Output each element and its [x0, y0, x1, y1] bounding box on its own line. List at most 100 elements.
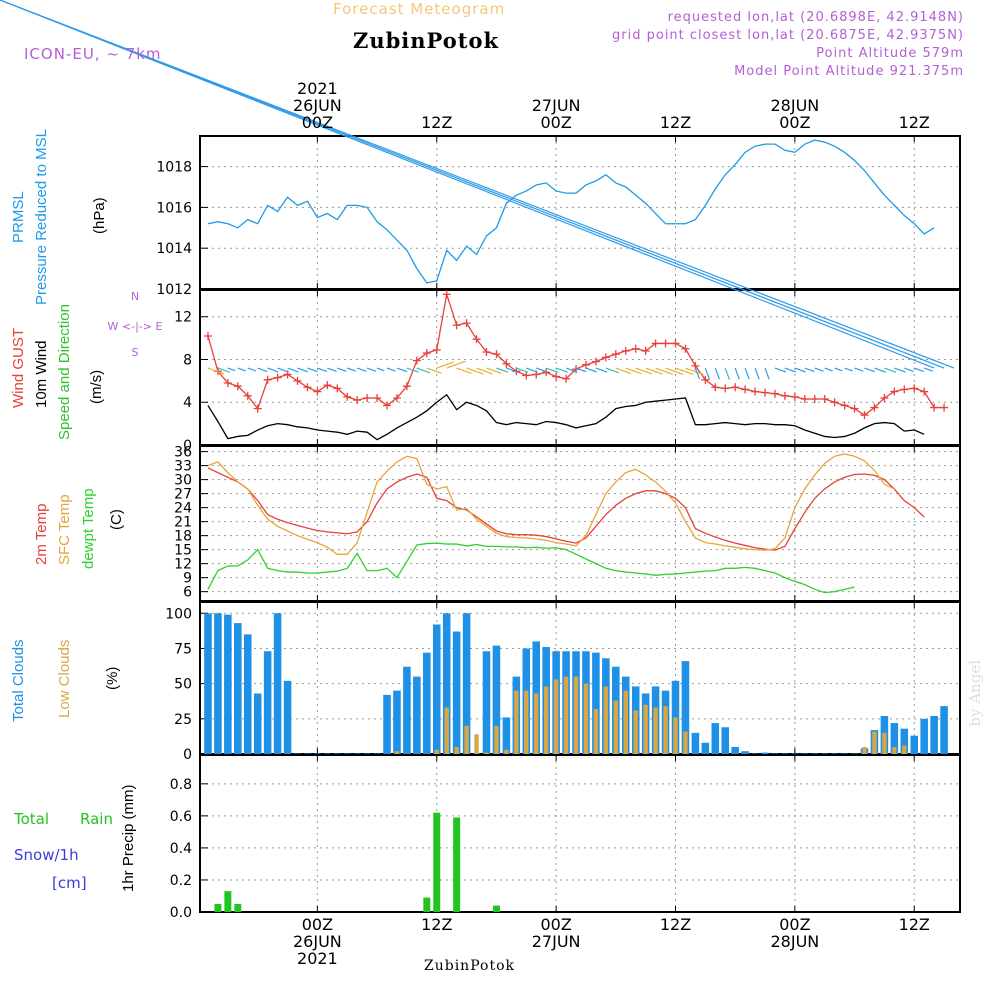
- low-cloud-bar: [882, 732, 887, 754]
- wind-direction-arrow: [844, 367, 853, 372]
- gust-marker: [233, 382, 242, 391]
- y-tick-label: 1014: [156, 241, 192, 257]
- wind-direction-arrow: [317, 367, 328, 373]
- temp-unit: (C): [108, 509, 125, 530]
- wind-direction-arrow: [257, 367, 268, 373]
- low-cloud-bar: [394, 751, 400, 754]
- wind-direction-arrow: [834, 367, 843, 372]
- gust-marker: [392, 393, 401, 402]
- wind-direction-arrow: [675, 367, 694, 376]
- gust-marker: [671, 339, 680, 348]
- total-cloud-bar: [263, 651, 272, 754]
- wind-direction-arrow: [555, 367, 568, 373]
- low-cloud-bar: [593, 708, 599, 754]
- low-cloud-bar: [524, 690, 529, 754]
- y-tick-label: 50: [174, 677, 192, 693]
- wind-direction-arrow: [595, 367, 608, 373]
- rain-bar: [214, 903, 222, 912]
- gust-marker: [402, 382, 411, 391]
- wind-direction-arrow: [436, 361, 454, 369]
- wind-direction-arrow: [426, 367, 442, 374]
- top-time-label: 00Z: [540, 113, 571, 132]
- gust-marker: [343, 392, 352, 401]
- bottom-time-label: 00Z: [779, 915, 810, 934]
- top-time-label: 12Z: [421, 113, 452, 132]
- total-cloud-bar: [442, 613, 451, 754]
- wind-direction-arrow: [754, 367, 760, 380]
- bottom-time-label: 26JUN: [293, 932, 342, 951]
- y-tick-label: 27: [174, 487, 192, 503]
- total-cloud-bar: [403, 666, 411, 754]
- y-tick-label: 0.0: [170, 905, 192, 921]
- wind-direction-arrow: [386, 367, 396, 372]
- series-sfc-temp: [207, 453, 895, 555]
- wind-label-10m: 10m Wind: [33, 340, 50, 408]
- wind-direction-arrow: [585, 367, 597, 373]
- y-tick-label: 12: [174, 310, 192, 326]
- panel-frame: [199, 754, 961, 913]
- y-tick-label: 0: [183, 747, 192, 763]
- low-cloud-bar: [504, 749, 509, 754]
- wind-direction-arrow: [396, 367, 408, 373]
- wind-direction-arrow: [884, 367, 897, 373]
- bottom-time-label: 27JUN: [532, 932, 581, 951]
- compass-west-east: W <-|-> E: [108, 320, 163, 333]
- wind-direction-arrow: [794, 367, 806, 373]
- wind-direction-arrow: [605, 367, 620, 374]
- pressure-label-desc: Pressure Reduced to MSL: [33, 129, 50, 305]
- clouds-label-low: Low Clouds: [56, 639, 73, 718]
- wind-direction-arrow: [456, 367, 472, 375]
- y-tick-label: 1012: [156, 282, 192, 298]
- low-cloud-bar: [902, 745, 907, 754]
- gust-marker: [930, 403, 939, 412]
- precip-legend-snow: Snow/1h: [14, 846, 79, 864]
- gust-marker: [651, 339, 660, 348]
- low-cloud-bar: [543, 686, 549, 754]
- rain-bar: [224, 891, 232, 912]
- y-tick-label: 30: [174, 473, 192, 489]
- panel-frame: [199, 601, 961, 755]
- wind-direction-arrow: [704, 367, 710, 380]
- gust-marker: [522, 371, 531, 380]
- panel-4: [199, 754, 961, 913]
- wind-direction-arrow: [366, 367, 377, 372]
- total-cloud-bar: [492, 645, 501, 754]
- wind-unit: (m/s): [88, 369, 105, 404]
- total-cloud-bar: [741, 751, 749, 754]
- gust-marker: [711, 383, 720, 392]
- y-tick-label: 25: [174, 712, 192, 728]
- low-cloud-bar: [603, 686, 609, 754]
- total-cloud-bar: [462, 613, 471, 754]
- gust-marker: [701, 375, 710, 384]
- y-tick-label: 9: [183, 571, 192, 587]
- bottom-time-label: 12Z: [899, 915, 930, 934]
- gust-marker: [333, 384, 342, 393]
- total-cloud-bar: [691, 732, 700, 754]
- wind-direction-arrow: [237, 367, 246, 372]
- wind-direction-arrow: [545, 367, 559, 373]
- gust-marker: [920, 387, 929, 396]
- wind-direction-arrow: [625, 367, 642, 375]
- gust-marker: [363, 393, 372, 402]
- station-name: ZubinPotok: [353, 28, 500, 53]
- gust-marker: [323, 381, 332, 390]
- wind-direction-arrow: [337, 367, 347, 372]
- y-tick-label: 12: [174, 557, 192, 573]
- top-time-label: 2021: [297, 79, 338, 98]
- total-cloud-bar: [234, 623, 242, 754]
- wind-direction-arrow: [923, 367, 933, 372]
- y-tick-label: 100: [165, 606, 192, 622]
- wind-direction-arrow: [486, 367, 502, 374]
- wind-direction-arrow: [784, 367, 797, 373]
- low-cloud-bar: [494, 725, 499, 754]
- y-tick-label: 4: [183, 395, 192, 411]
- wind-label-direction: Speed and Direction: [56, 304, 73, 440]
- wind-direction-arrow: [0, 0, 955, 369]
- bottom-time-label: 00Z: [302, 915, 333, 934]
- wind-direction-arrow: [615, 367, 632, 375]
- total-cloud-bar: [711, 723, 720, 754]
- rain-bar: [423, 897, 431, 912]
- wind-direction-arrow: [734, 367, 740, 380]
- rain-bar: [492, 905, 500, 912]
- wind-direction-arrow: [287, 367, 299, 373]
